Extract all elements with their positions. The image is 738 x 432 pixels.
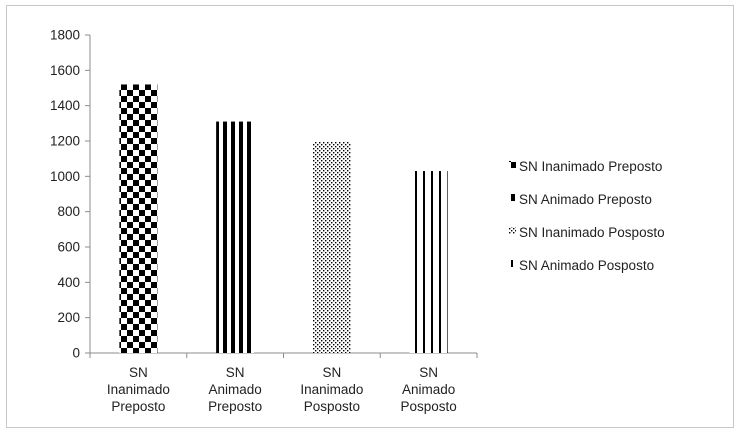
chart-frame: 0 200 400 600 800 1000 1200 1400 1600 1800 SN Inan…: [6, 5, 734, 428]
y-tick-label: 0: [72, 346, 80, 361]
y-tick-label: 1600: [50, 63, 80, 78]
y-tick-label: 800: [57, 204, 80, 219]
x-tick-label-line: Posposto: [400, 399, 456, 414]
x-tick-label: SN Inanimado Posposto: [300, 365, 363, 414]
x-tick-label-line: Inanimado: [107, 382, 170, 397]
x-tick-label-line: Inanimado: [300, 382, 363, 397]
x-tick-label-line: Animado: [402, 382, 455, 397]
x-tick-label-line: SN: [322, 365, 341, 380]
y-tick-label: 1400: [50, 98, 80, 113]
legend-label-2: SN Animado Preposto: [519, 192, 652, 207]
legend-label-4: SN Animado Posposto: [519, 258, 654, 273]
y-tick-label: 1200: [50, 134, 80, 149]
bar-1: [119, 84, 158, 353]
legend-swatch-2: [509, 194, 516, 201]
bars: [119, 84, 448, 353]
legend-swatch-4: [509, 260, 516, 267]
y-axis: 0 200 400 600 800 1000 1200 1400 1600 1800: [50, 28, 91, 361]
legend-label-3: SN Inanimado Posposto: [519, 225, 665, 240]
x-tick-label-line: SN: [226, 365, 245, 380]
legend-swatch-3: [509, 227, 516, 234]
x-tick-label-line: Preposto: [208, 399, 262, 414]
y-tick-label: 1800: [50, 28, 80, 43]
y-tick-label: 200: [57, 310, 80, 325]
x-tick-label: SN Animado Preposto: [208, 365, 262, 414]
x-tick-label: SN Animado Posposto: [400, 365, 456, 414]
x-tick-label: SN Inanimado Preposto: [107, 365, 170, 414]
x-axis: SN Inanimado Preposto SN Animado Preposto SN In…: [89, 352, 478, 414]
bar-2: [216, 121, 255, 353]
x-tick-label-line: SN: [129, 365, 148, 380]
x-tick-label-line: Preposto: [111, 399, 165, 414]
bar-3: [312, 141, 351, 353]
x-tick-label-line: SN: [419, 365, 438, 380]
legend: SN Inanimado Preposto SN Animado Preposto…: [509, 159, 665, 273]
legend-label-1: SN Inanimado Preposto: [519, 159, 662, 174]
x-tick-label-line: Animado: [208, 382, 261, 397]
y-tick-label: 600: [57, 240, 80, 255]
y-tick-label: 400: [57, 275, 80, 290]
y-tick-label: 1000: [50, 169, 80, 184]
bar-4: [409, 171, 448, 353]
x-tick-label-line: Posposto: [304, 399, 360, 414]
bar-chart: 0 200 400 600 800 1000 1200 1400 1600 1800 SN Inan…: [50, 28, 665, 415]
legend-swatch-1: [509, 161, 516, 168]
